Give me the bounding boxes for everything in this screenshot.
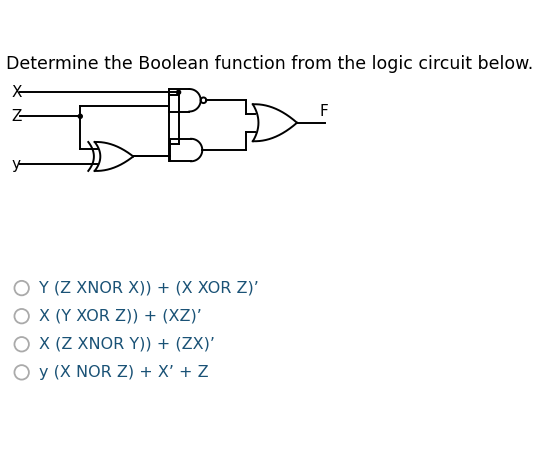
Text: F: F <box>320 104 328 119</box>
Text: y: y <box>11 157 20 172</box>
Circle shape <box>78 114 82 119</box>
Text: Determine the Boolean function from the logic circuit below.: Determine the Boolean function from the … <box>7 55 534 73</box>
Text: y (X NOR Z) + X’ + Z: y (X NOR Z) + X’ + Z <box>39 365 208 380</box>
Text: Z: Z <box>11 109 21 124</box>
Text: X: X <box>11 85 22 100</box>
Text: X (Z XNOR Y)) + (ZX)’: X (Z XNOR Y)) + (ZX)’ <box>39 337 214 352</box>
Text: X (Y XOR Z)) + (XZ)’: X (Y XOR Z)) + (XZ)’ <box>39 309 201 324</box>
Text: Y (Z XNOR X)) + (X XOR Z)’: Y (Z XNOR X)) + (X XOR Z)’ <box>39 281 258 295</box>
Circle shape <box>177 90 180 94</box>
